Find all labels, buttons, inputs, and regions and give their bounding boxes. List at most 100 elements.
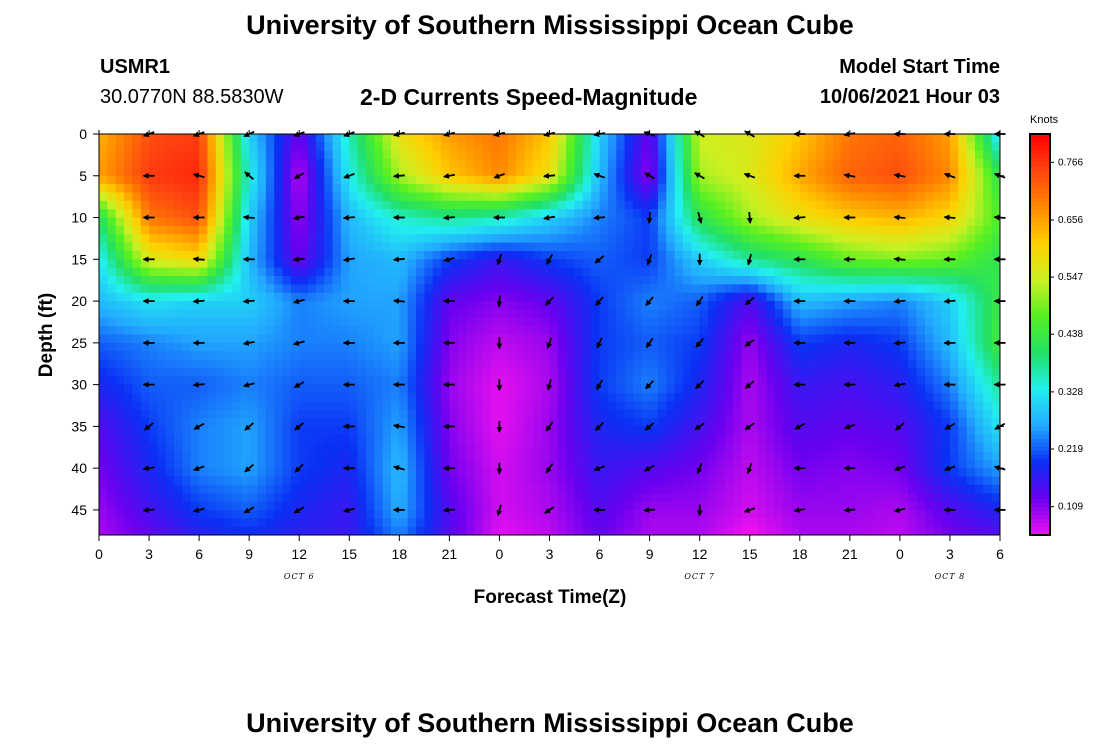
heatmap-cell xyxy=(566,367,576,377)
heatmap-cell xyxy=(924,225,934,235)
heatmap-cell xyxy=(115,392,125,402)
heatmap-cell xyxy=(257,476,267,486)
heatmap-cell xyxy=(908,501,918,511)
heatmap-cell xyxy=(457,225,467,235)
heatmap-cell xyxy=(99,309,108,319)
heatmap-cell xyxy=(340,418,350,427)
heatmap-cell xyxy=(541,376,551,386)
heatmap-cell xyxy=(215,250,225,260)
heatmap-cell xyxy=(799,284,809,294)
heatmap-cell xyxy=(766,150,776,160)
heatmap-cell xyxy=(407,150,417,160)
heatmap-cell xyxy=(849,334,859,344)
heatmap-cell xyxy=(324,476,334,486)
heatmap-cell xyxy=(924,459,934,469)
heatmap-cell xyxy=(566,259,576,269)
heatmap-cell xyxy=(324,468,334,478)
station-coords: 30.0770N 88.5830W xyxy=(100,86,284,108)
heatmap-cell xyxy=(307,234,317,244)
heatmap-cell xyxy=(182,250,192,260)
heatmap-cell xyxy=(699,225,709,235)
heatmap-cell xyxy=(215,468,225,478)
heatmap-cell xyxy=(958,468,968,478)
heatmap-cell xyxy=(491,276,501,285)
heatmap-cell xyxy=(474,184,484,194)
heatmap-cell xyxy=(916,259,926,269)
heatmap-cell xyxy=(299,351,309,361)
heatmap-cell xyxy=(699,351,709,361)
heatmap-cell xyxy=(382,234,392,244)
heatmap-cell xyxy=(190,209,200,219)
heatmap-cell xyxy=(624,292,634,302)
heatmap-cell xyxy=(441,167,450,177)
heatmap-cell xyxy=(949,217,959,227)
heatmap-cell xyxy=(132,476,142,486)
heatmap-cell xyxy=(708,134,717,143)
heatmap-cell xyxy=(99,367,108,377)
heatmap-cell xyxy=(232,484,242,494)
heatmap-cell xyxy=(949,501,959,511)
heatmap-cell xyxy=(557,476,567,486)
heatmap-cell xyxy=(457,175,467,185)
heatmap-cell xyxy=(99,518,108,528)
heatmap-cell xyxy=(140,468,150,478)
heatmap-cell xyxy=(474,409,484,419)
heatmap-cell xyxy=(908,476,918,486)
heatmap-cell xyxy=(699,159,709,169)
heatmap-cell xyxy=(549,426,559,436)
heatmap-cell xyxy=(858,209,868,219)
heatmap-cell xyxy=(674,317,684,327)
heatmap-cell xyxy=(774,301,784,311)
heatmap-cell xyxy=(916,200,926,210)
heatmap-cell xyxy=(766,501,776,511)
heatmap-cell xyxy=(716,242,726,252)
heatmap-cell xyxy=(991,192,1000,202)
heatmap-cell xyxy=(466,167,476,177)
heatmap-cell xyxy=(374,493,384,503)
heatmap-cell xyxy=(532,342,542,352)
heatmap-cell xyxy=(924,367,934,377)
heatmap-cell xyxy=(607,250,617,260)
heatmap-cell xyxy=(557,284,567,294)
heatmap-cell xyxy=(574,259,584,269)
heatmap-cell xyxy=(474,167,484,177)
heatmap-cell xyxy=(115,292,125,302)
heatmap-cell xyxy=(299,326,309,336)
heatmap-cell xyxy=(232,518,242,528)
heatmap-cell xyxy=(599,384,609,394)
heatmap-cell xyxy=(591,175,601,185)
heatmap-cell xyxy=(682,376,692,386)
heatmap-cell xyxy=(724,451,734,461)
heatmap-cell xyxy=(724,184,734,194)
heatmap-cell xyxy=(924,234,934,244)
heatmap-cell xyxy=(165,134,175,143)
heatmap-cell xyxy=(716,259,726,269)
heatmap-cell xyxy=(182,509,192,519)
heatmap-cell xyxy=(774,484,784,494)
heatmap-cell xyxy=(916,317,926,327)
heatmap-cell xyxy=(157,250,167,260)
heatmap-cell xyxy=(674,250,684,260)
heatmap-cell xyxy=(424,351,434,361)
heatmap-cell xyxy=(399,334,409,344)
heatmap-cell xyxy=(899,250,909,260)
heatmap-cell xyxy=(966,167,976,177)
heatmap-cell xyxy=(716,451,726,461)
heatmap-cell xyxy=(641,367,651,377)
heatmap-cell xyxy=(766,250,776,260)
heatmap-cell xyxy=(257,426,267,436)
heatmap-cell xyxy=(666,159,676,169)
heatmap-cell xyxy=(357,401,367,411)
heatmap-cell xyxy=(758,309,767,319)
heatmap-cell xyxy=(324,234,334,244)
heatmap-cell xyxy=(224,192,234,202)
heatmap-cell xyxy=(332,493,342,503)
heatmap-cell xyxy=(708,167,717,177)
heatmap-cell xyxy=(958,234,968,244)
heatmap-cell xyxy=(682,509,692,519)
heatmap-cell xyxy=(365,434,375,444)
heatmap-cell xyxy=(315,334,325,344)
heatmap-cell xyxy=(365,200,375,210)
heatmap-cell xyxy=(407,342,417,352)
heatmap-cell xyxy=(524,276,534,285)
